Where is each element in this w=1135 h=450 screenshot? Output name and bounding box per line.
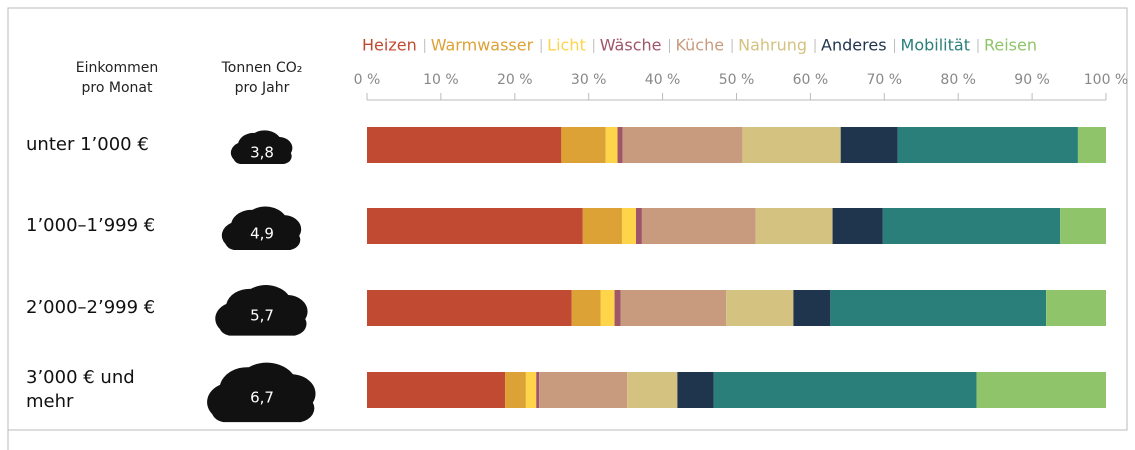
co2-cloud [221, 206, 302, 250]
bar-segment [627, 372, 678, 408]
bar-segment [742, 127, 841, 163]
bar-segment [726, 290, 794, 326]
bar-segment [539, 372, 628, 408]
co2-label: 6,7 [250, 389, 274, 407]
x-tick-label: 0 % [354, 72, 381, 88]
x-tick-label: 20 % [497, 72, 533, 88]
legend-label: Warmwasser [431, 36, 534, 55]
category-text: unter 1’000 € [26, 134, 149, 155]
bar-segment [897, 127, 1078, 163]
legend-label: Mobilität [901, 36, 970, 55]
x-tick-label: 40 % [645, 72, 681, 88]
bar-segment [525, 372, 537, 408]
x-tick-label: 80 % [940, 72, 976, 88]
column-header: pro Monat [82, 80, 153, 96]
column-header: Einkommen [76, 60, 159, 76]
bar-segment [367, 208, 583, 244]
bar-segment [1060, 208, 1106, 244]
bar-segment [605, 127, 618, 163]
legend-label: Küche [675, 36, 724, 55]
bar-segment [882, 208, 1061, 244]
category-text: 1’000–1’999 € [26, 215, 156, 236]
legend-label: Nahrung [738, 36, 807, 55]
bar-segment [367, 290, 572, 326]
legend-label: Licht [547, 36, 586, 55]
legend-label: Reisen [984, 36, 1037, 55]
bar-segment [614, 290, 621, 326]
bar-segment [976, 372, 1106, 408]
bar-segment [840, 127, 898, 163]
bar-segment [617, 127, 623, 163]
bar-segment [620, 290, 727, 326]
co2-label: 5,7 [250, 307, 274, 325]
bar-segment [600, 290, 615, 326]
co2-label: 3,8 [250, 144, 274, 162]
co2-label: 4,9 [250, 225, 274, 243]
x-tick-label: 10 % [423, 72, 459, 88]
bar-segment [367, 127, 562, 163]
column-header: Tonnen CO₂ [221, 60, 303, 76]
bar-segment [832, 208, 883, 244]
category-label: 1’000–1’999 € [26, 215, 156, 236]
bar-segment [677, 372, 714, 408]
legend-label: Heizen [362, 36, 417, 55]
bar-segment [635, 208, 642, 244]
bar-segment [1077, 127, 1106, 163]
bar-segment [755, 208, 833, 244]
bar-segment [1046, 290, 1106, 326]
x-tick-label: 50 % [719, 72, 755, 88]
category-label: unter 1’000 € [26, 134, 149, 155]
co2-cloud [207, 362, 316, 423]
x-tick-label: 70 % [867, 72, 903, 88]
bar-segment [561, 127, 606, 163]
category-text: 2’000–2’999 € [26, 297, 156, 318]
column-header: pro Jahr [235, 80, 290, 96]
bar-segment [793, 290, 831, 326]
legend-label: Anderes [821, 36, 887, 55]
bar-segment [536, 372, 540, 408]
category-text: 3’000 € und mehr [26, 367, 135, 412]
bar-segment [641, 208, 756, 244]
frame [7, 7, 1128, 450]
legend-label: Wäsche [600, 36, 662, 55]
x-tick-label: 30 % [571, 72, 607, 88]
bar-segment [621, 208, 636, 244]
bar-segment [571, 290, 601, 326]
bar-segment [505, 372, 526, 408]
category-label: 2’000–2’999 € [26, 297, 156, 318]
co2-cloud [215, 285, 308, 336]
bar-segment [713, 372, 977, 408]
x-tick-label: 90 % [1014, 72, 1050, 88]
x-tick-label: 60 % [793, 72, 829, 88]
bar-segment [830, 290, 1047, 326]
bar-segment [582, 208, 622, 244]
category-label: 3’000 € und mehr [26, 367, 135, 412]
bar-segment [622, 127, 743, 163]
co2-cloud [230, 130, 293, 165]
bar-segment [367, 372, 506, 408]
x-tick-label: 100 % [1084, 72, 1128, 88]
